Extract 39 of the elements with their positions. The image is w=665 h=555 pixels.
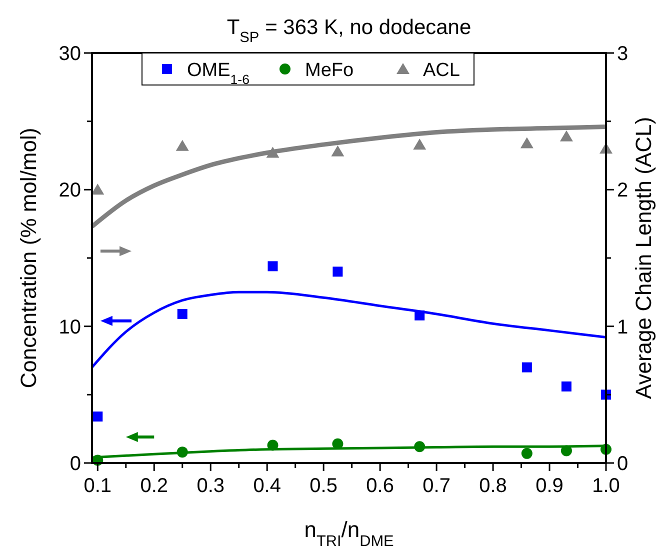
y2-tick-label: 0 <box>617 453 628 475</box>
point <box>92 412 103 422</box>
y2-tick-label: 3 <box>617 43 628 65</box>
x-tick-label: 0.7 <box>422 475 450 497</box>
point <box>413 138 426 150</box>
point <box>560 130 573 142</box>
y-tick-label: 30 <box>58 43 81 65</box>
point <box>91 184 104 195</box>
point <box>522 362 532 372</box>
x-tick-label: 0.3 <box>196 475 225 497</box>
x-tick-label: 1.0 <box>592 475 620 497</box>
y2-tick-label: 1 <box>617 316 628 338</box>
x-tick-label: 0.1 <box>84 475 112 497</box>
x-tick-label: 0.8 <box>479 475 507 497</box>
point <box>520 137 534 148</box>
x-tick-label: 0.5 <box>310 475 338 497</box>
point <box>332 266 343 277</box>
y-tick-label: 0 <box>70 453 81 475</box>
x-axis-title: n$_{TRI}$/n$_{DME}$ <box>304 517 394 550</box>
y-tick-label: 20 <box>58 180 81 202</box>
point <box>561 381 572 392</box>
point <box>331 145 344 156</box>
legend-label: ACL <box>423 60 460 81</box>
y-axis-title: Concentration (% mol/mol) <box>16 128 41 388</box>
legend-label: OME$_{1-6}$ <box>187 60 250 86</box>
point <box>268 261 278 272</box>
x-tick-label: 0.9 <box>536 475 564 497</box>
x-tick-label: 0.2 <box>140 475 168 497</box>
x-tick-label: 0.4 <box>253 475 282 497</box>
line-series <box>90 290 608 369</box>
chart-title: T$_{SP}$ = 363 K, no dodecane <box>226 16 472 46</box>
legend-label: MeFo <box>305 60 354 81</box>
y2-axis-title: Average Chain Length (ACL) <box>631 116 656 400</box>
point <box>521 448 532 459</box>
y-tick-label: 10 <box>58 316 81 338</box>
point <box>176 140 189 151</box>
y2-tick-label: 2 <box>617 180 628 202</box>
point <box>177 309 188 320</box>
x-tick-label: 0.6 <box>366 475 394 497</box>
